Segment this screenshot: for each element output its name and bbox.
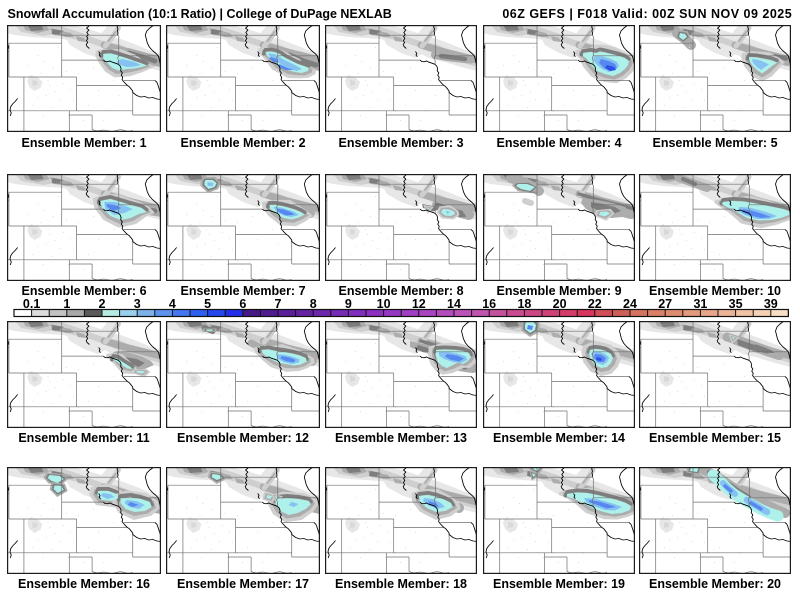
svg-text:24: 24: [623, 297, 637, 311]
svg-text:31: 31: [693, 297, 707, 311]
svg-text:12: 12: [412, 297, 426, 311]
svg-text:4: 4: [169, 297, 176, 311]
svg-text:7: 7: [275, 297, 282, 311]
svg-text:16: 16: [482, 297, 496, 311]
svg-text:18: 18: [517, 297, 531, 311]
svg-text:9: 9: [345, 297, 352, 311]
svg-text:1: 1: [63, 297, 70, 311]
svg-text:20: 20: [553, 297, 567, 311]
svg-text:6: 6: [239, 297, 246, 311]
svg-text:39: 39: [764, 297, 778, 311]
svg-text:27: 27: [658, 297, 672, 311]
svg-text:10: 10: [377, 297, 391, 311]
svg-text:2: 2: [99, 297, 106, 311]
svg-text:0.1: 0.1: [23, 297, 40, 311]
svg-text:3: 3: [134, 297, 141, 311]
svg-text:8: 8: [310, 297, 317, 311]
svg-text:35: 35: [729, 297, 743, 311]
svg-text:22: 22: [588, 297, 602, 311]
svg-text:14: 14: [447, 297, 461, 311]
svg-text:5: 5: [204, 297, 211, 311]
